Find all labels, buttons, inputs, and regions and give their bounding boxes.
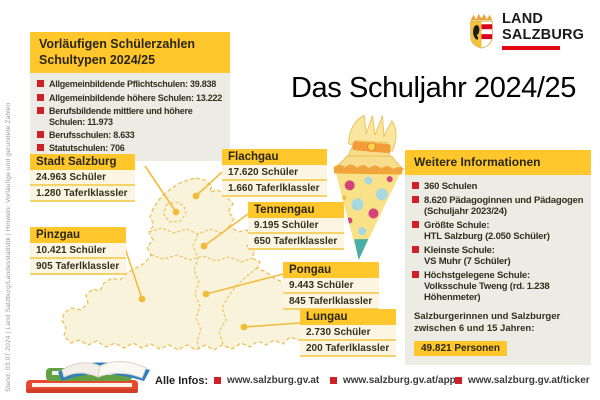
district-label-flachgau: Flachgau 17.620 Schüler 1.660 Taferlklas… — [222, 149, 327, 197]
district-label-pongau: Pongau 9.443 Schüler 845 Taferlklassler — [283, 262, 380, 310]
land-salzburg-logo: LAND SALZBURG — [468, 11, 584, 51]
list-item: Allgemeinbildende höhere Schulen: 13.222 — [37, 93, 223, 103]
weitere-box-body: 360 Schulen 8.620 Pädagoginnen und Pädag… — [405, 175, 591, 311]
bullet-square-icon — [412, 196, 419, 204]
bullet-square-icon — [214, 377, 221, 384]
weitere-informationen-box: Weitere Informationen 360 Schulen 8.620 … — [405, 150, 591, 311]
bullet-square-icon — [37, 107, 44, 115]
population-box: Salzburgerinnen und Salzburger zwischen … — [405, 303, 591, 365]
population-highlight: 49.821 Personen — [414, 340, 507, 356]
logo-red-underline — [502, 46, 560, 50]
district-dots — [138, 192, 248, 331]
page-title: Das Schuljahr 2024/25 — [291, 72, 577, 104]
list-item: 8.620 Pädagoginnen und Pädagogen (Schulj… — [412, 195, 584, 217]
bullet-square-icon — [412, 271, 419, 279]
footer-label: Alle Infos: — [155, 375, 209, 387]
footer-link[interactable]: www.salzburg.gv.at — [214, 375, 319, 386]
list-item: Höchstgelegene Schule: Volksschule Tweng… — [412, 270, 584, 303]
schultypen-box-body: Allgemeinbildende Pflichtschulen: 39.838… — [30, 73, 230, 161]
district-label-lungau: Lungau 2.730 Schüler 200 Taferlklassler — [300, 309, 397, 357]
bullet-square-icon — [37, 93, 44, 101]
list-item: Größte Schule: HTL Salzburg (2.050 Schül… — [412, 220, 584, 242]
schultypen-box: Vorläufigen Schülerzahlen Schultypen 202… — [30, 32, 230, 161]
schultypen-box-title: Vorläufigen Schülerzahlen Schultypen 202… — [30, 32, 230, 74]
footer: Alle Infos: www.salzburg.gv.at www.salzb… — [0, 373, 600, 391]
weitere-box-title: Weitere Informationen — [405, 150, 591, 175]
list-item: Berufsbildende mittlere und höhere Schul… — [37, 106, 223, 127]
bullet-square-icon — [37, 131, 44, 138]
bullet-square-icon — [412, 221, 419, 229]
border-flachgau-tennengau — [148, 225, 231, 235]
list-item: Kleinste Schule: VS Muhr (7 Schüler) — [412, 245, 584, 267]
list-item: Berufsschulen: 8.633 — [37, 130, 223, 140]
border-tennengau-pongau — [150, 254, 253, 263]
logo-wordmark: LAND SALZBURG — [502, 11, 584, 51]
district-label-tennengau: Tennengau 9.195 Schüler 650 Taferlklassl… — [248, 202, 345, 250]
bullet-square-icon — [37, 80, 44, 88]
bullet-square-icon — [330, 377, 337, 384]
bullet-square-icon — [412, 246, 419, 254]
population-text: Salzburgerinnen und Salzburger zwischen … — [414, 311, 561, 334]
callout-lines — [124, 165, 301, 328]
footer-link[interactable]: www.salzburg.gv.at/ticker — [455, 375, 590, 386]
list-item: 360 Schulen — [412, 181, 584, 192]
border-pinzgau-pongau — [192, 233, 202, 349]
coat-of-arms-icon — [470, 13, 493, 49]
bullet-square-icon — [37, 144, 44, 152]
border-stadt-salzburg — [163, 201, 187, 223]
footer-link[interactable]: www.salzburg.gv.at/app — [330, 375, 456, 386]
books-illustration — [26, 361, 150, 393]
border-pongau-lungau — [218, 267, 258, 345]
district-label-stadt-salzburg: Stadt Salzburg 24.963 Schüler 1.280 Tafe… — [30, 154, 135, 202]
bullet-square-icon — [455, 377, 462, 384]
list-item: Allgemeinbildende Pflichtschulen: 39.838 — [37, 79, 223, 89]
school-cone-illustration — [333, 114, 405, 260]
state-outline — [61, 177, 319, 351]
district-label-pinzgau: Pinzgau 10.421 Schüler 905 Taferlklassle… — [30, 227, 127, 275]
bullet-square-icon — [412, 182, 419, 189]
list-item: Statutschulen: 706 — [37, 143, 223, 153]
